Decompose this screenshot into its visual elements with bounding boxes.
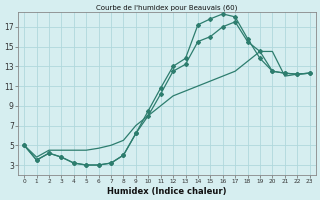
X-axis label: Humidex (Indice chaleur): Humidex (Indice chaleur) bbox=[107, 187, 227, 196]
Title: Courbe de l'humidex pour Beauvais (60): Courbe de l'humidex pour Beauvais (60) bbox=[96, 4, 237, 11]
